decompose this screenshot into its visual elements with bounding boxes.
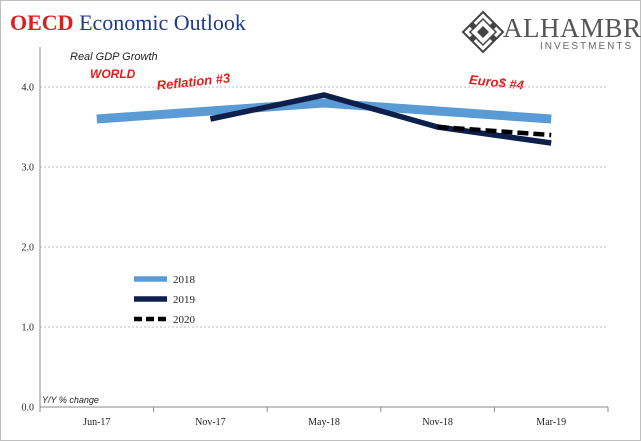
x-tick-label: Mar-19 [536,417,566,428]
legend-label-2019: 2019 [173,294,196,306]
y-tick-label: 3.0 [22,163,35,174]
series-line-2019 [209,92,552,146]
title-rest: Economic Outlook [79,10,246,35]
x-tick-label: May-18 [308,417,340,428]
series-line-2018 [96,98,552,124]
y-tick-label: 2.0 [22,243,35,254]
title-brand: OECD [10,10,74,35]
x-tick-label: Nov-17 [195,417,226,428]
y-tick-label: 0.0 [22,403,35,414]
subtitle-world: WORLD [90,67,136,81]
chart-title: OECD Economic Outlook [10,10,246,36]
y-tick-label: 1.0 [22,323,35,334]
y-tick-label: 4.0 [22,83,35,94]
x-tick-label: Nov-18 [422,417,453,428]
legend-label-2020: 2020 [173,314,196,326]
logo-name: ALHAMBRA [503,13,641,43]
subtitle-growth: Real GDP Growth [70,51,158,63]
legend-label-2018: 2018 [173,274,196,286]
x-tick-label: Jun-17 [83,417,110,428]
logo-subtitle: INVESTMENTS [540,41,634,52]
unit-note: Y/Y % change [42,395,99,405]
series-line-2020 [437,124,552,138]
